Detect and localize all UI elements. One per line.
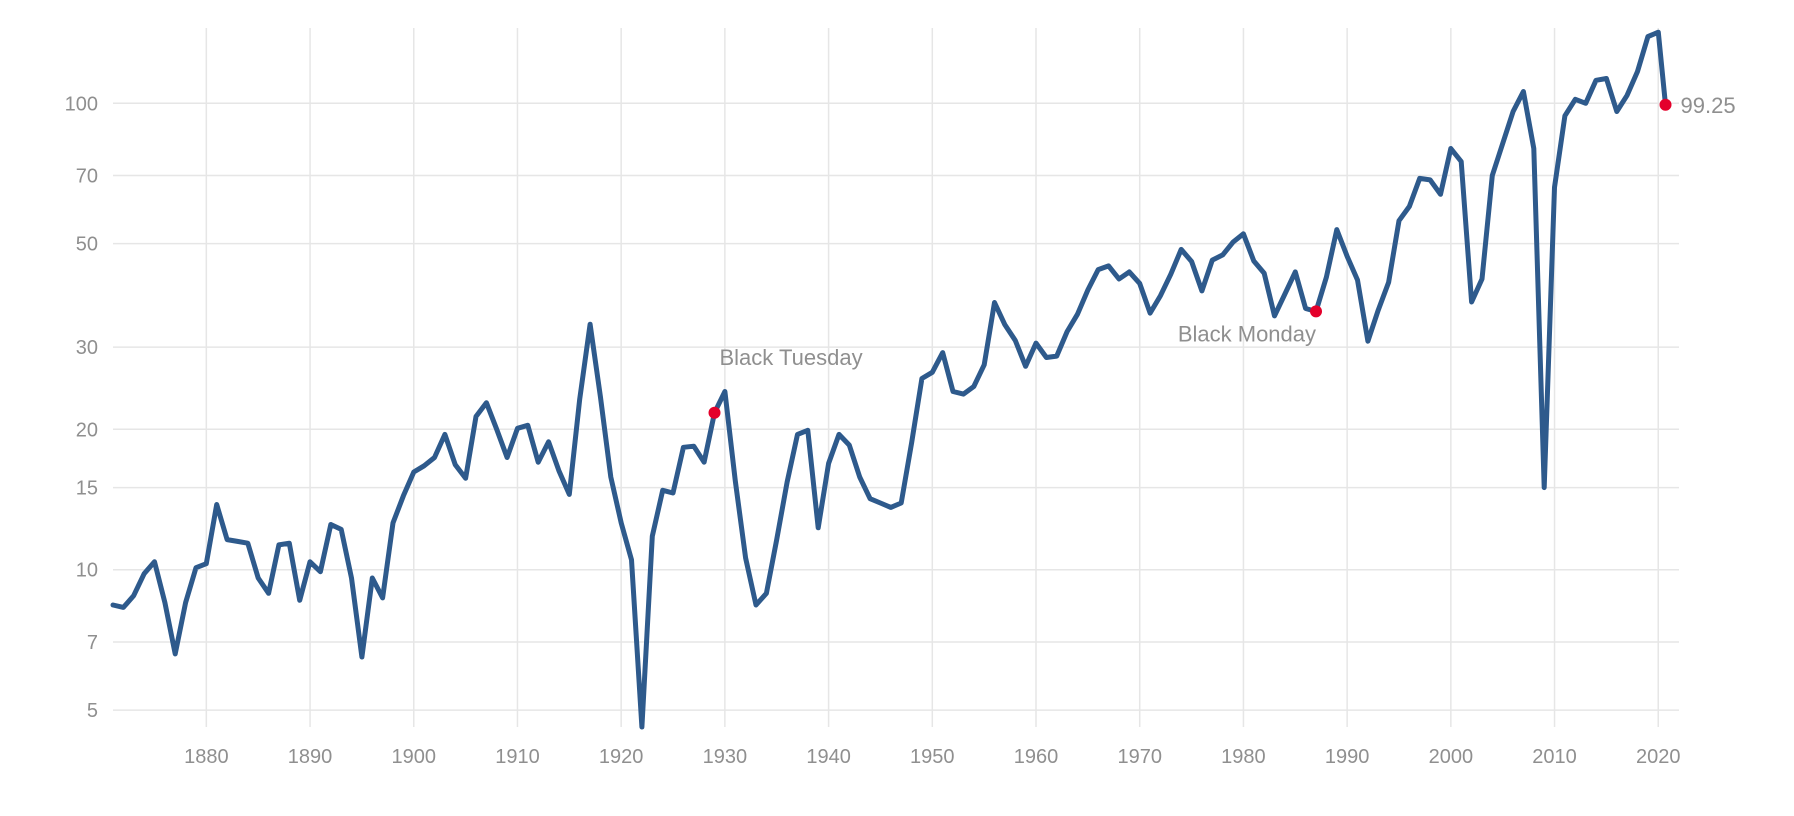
series-line (110, 29, 1668, 730)
x-tick-label: 1900 (392, 746, 437, 768)
x-tick-label: 2010 (1532, 746, 1577, 768)
x-tick-label: 1910 (495, 746, 540, 768)
event-marker (1310, 305, 1323, 318)
x-tick-label: 1890 (288, 746, 333, 768)
y-tick-label: 50 (76, 234, 98, 256)
x-tick-label: 1990 (1325, 746, 1370, 768)
x-tick-label: 1950 (910, 746, 955, 768)
event-marker-label: Black Monday (1178, 321, 1316, 346)
event-marker (708, 406, 721, 419)
y-tick-label: 7 (87, 632, 98, 654)
axes: 1880 1890 1900 1910 1920 1930 1940 1950 1960 1970… (65, 93, 1681, 768)
event-marker-label: 99.25 (1681, 93, 1736, 118)
markers: Black Tuesday Black Monday 99.25 (708, 93, 1736, 419)
x-tick-label: 2000 (1429, 746, 1474, 768)
x-tick-label: 1960 (1014, 746, 1059, 768)
y-tick-label: 10 (76, 560, 98, 582)
x-tick-label: 2020 (1636, 746, 1681, 768)
x-tick-label: 1970 (1117, 746, 1162, 768)
event-marker-label: Black Tuesday (720, 345, 863, 370)
y-tick-label: 70 (76, 166, 98, 188)
y-tick-label: 100 (65, 93, 98, 115)
x-tick-label: 1940 (806, 746, 851, 768)
series-layer (110, 29, 1668, 730)
y-tick-label: 5 (87, 700, 98, 722)
y-tick-label: 30 (76, 337, 98, 359)
x-tick-label: 1920 (599, 746, 644, 768)
x-tick-label: 1980 (1221, 746, 1266, 768)
grid (113, 28, 1679, 727)
y-tick-label: 15 (76, 478, 98, 500)
event-marker (1659, 98, 1672, 111)
y-tick-label: 20 (76, 419, 98, 441)
x-tick-label: 1880 (184, 746, 229, 768)
x-tick-label: 1930 (703, 746, 748, 768)
